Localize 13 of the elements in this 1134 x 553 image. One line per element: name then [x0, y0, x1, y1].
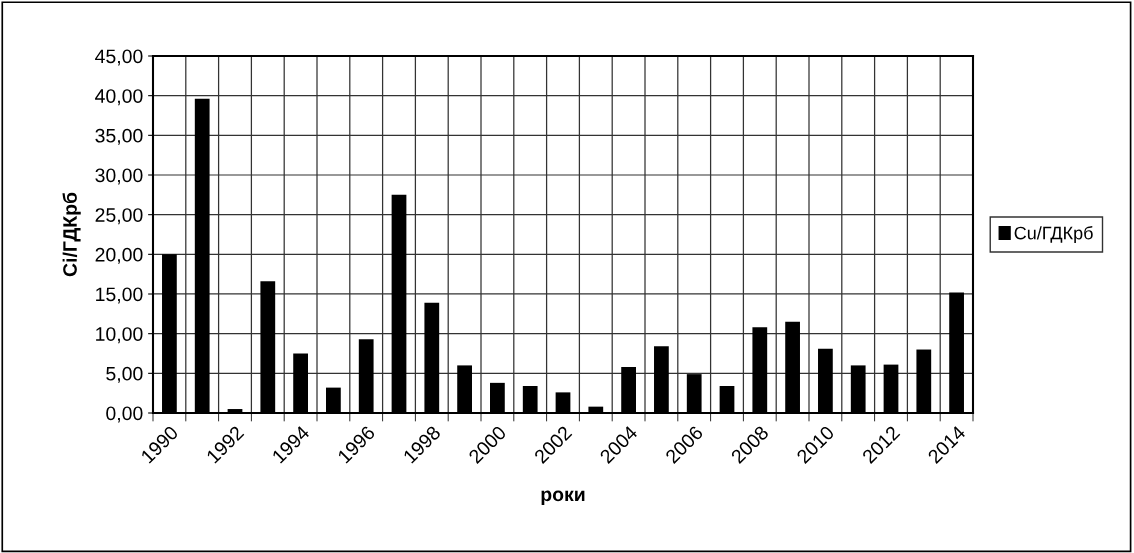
x-axis-title: роки	[541, 490, 585, 506]
y-tick-label: 25,00	[95, 208, 143, 225]
y-tick-label: 20,00	[95, 247, 143, 264]
y-tick-label: 5,00	[106, 366, 143, 383]
legend-label: Cu/ГДКрб	[1014, 226, 1093, 243]
y-tick-label: 45,00	[95, 49, 143, 66]
y-axis-title: Сі/ГДКрб	[62, 192, 81, 277]
y-tick-label: 35,00	[95, 128, 143, 145]
y-tick-label: 40,00	[95, 89, 143, 106]
y-tick-label: 30,00	[95, 168, 143, 185]
y-tick-label: 15,00	[96, 287, 143, 304]
y-tick-label: 10,00	[96, 327, 143, 344]
y-tick-label: 0,00	[106, 406, 143, 423]
